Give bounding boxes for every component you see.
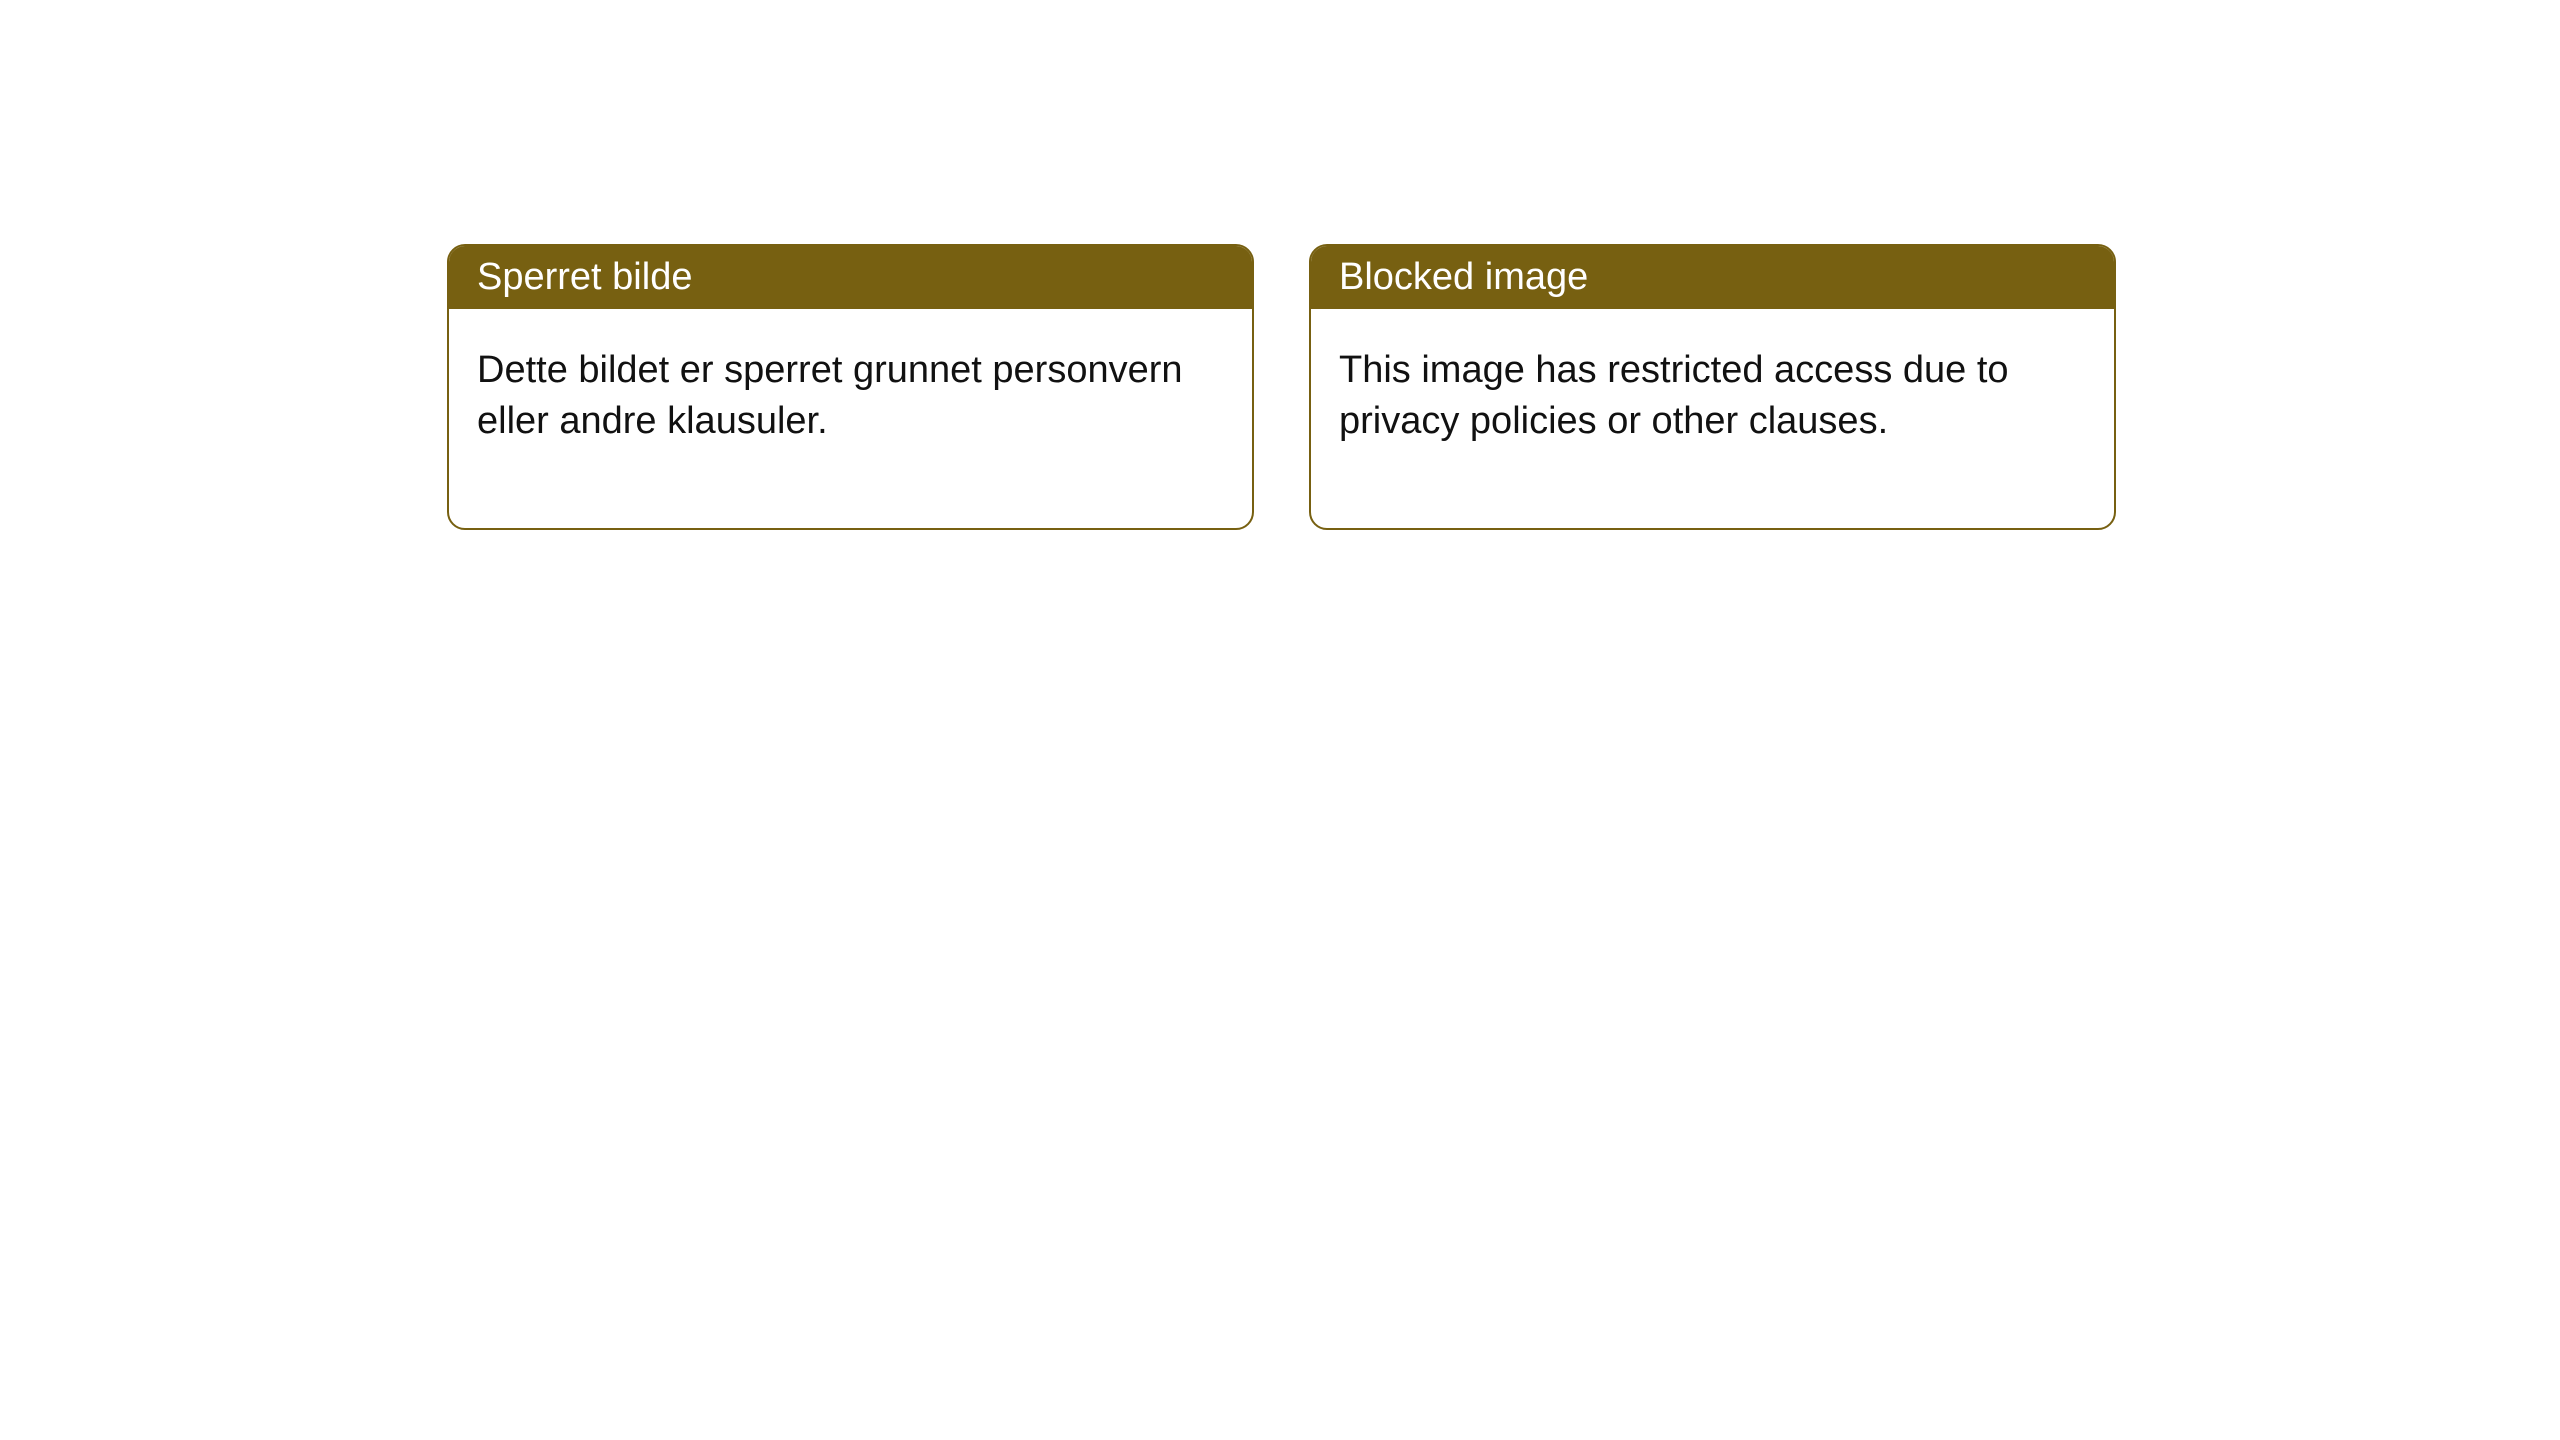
card-header: Blocked image [1311,246,2114,309]
cards-container: Sperret bilde Dette bildet er sperret gr… [0,0,2560,530]
card-body: This image has restricted access due to … [1311,309,2114,528]
card-header: Sperret bilde [449,246,1252,309]
card-title: Sperret bilde [477,256,692,298]
card-body-text: Dette bildet er sperret grunnet personve… [477,349,1183,442]
blocked-image-card-en: Blocked image This image has restricted … [1309,244,2116,530]
blocked-image-card-no: Sperret bilde Dette bildet er sperret gr… [447,244,1254,530]
card-body: Dette bildet er sperret grunnet personve… [449,309,1252,528]
card-title: Blocked image [1339,256,1588,298]
card-body-text: This image has restricted access due to … [1339,349,2009,442]
